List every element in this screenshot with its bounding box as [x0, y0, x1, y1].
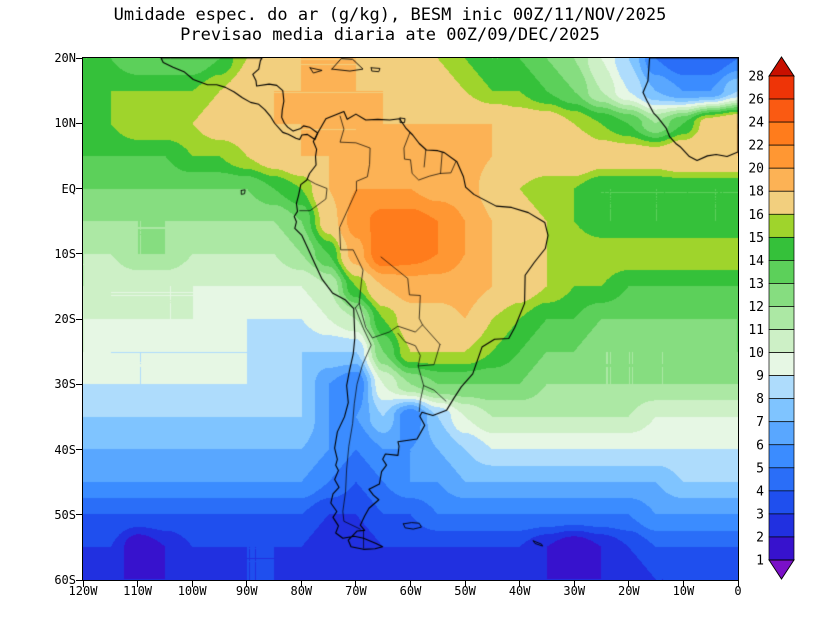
chart-title: Umidade espec. do ar (g/kg), BESM inic 0… [113, 5, 667, 25]
lon-tick-label: 110W [123, 584, 153, 598]
lon-tick-mark [137, 581, 139, 587]
colorbar-segment [768, 236, 795, 261]
colorbar-segment [768, 98, 795, 123]
colorbar-segment [768, 213, 795, 238]
colorbar-segment [768, 490, 795, 515]
colorbar-segment [768, 329, 795, 353]
colorbar-segment [768, 421, 795, 446]
colorbar-arrow-down [768, 559, 795, 580]
lon-tick-mark [82, 581, 84, 587]
colorbar-label: 11 [748, 323, 764, 338]
colorbar-label: 7 [756, 415, 764, 430]
lon-tick-label: 10W [672, 584, 695, 598]
lon-tick-label: 40W [508, 584, 531, 598]
colorbar-label: 13 [748, 277, 764, 292]
chart-subtitle: Previsao media diaria ate 00Z/09/DEC/202… [180, 25, 600, 45]
colorbar-segment [768, 121, 795, 146]
colorbar-segment [768, 513, 795, 538]
colorbar-label: 2 [756, 530, 764, 545]
lon-tick-label: 60W [399, 584, 422, 598]
colorbar-segment [768, 260, 795, 284]
colorbar-label: 9 [756, 369, 764, 384]
lon-tick-label: 20W [617, 584, 640, 598]
lat-tick-label: 50S [54, 507, 76, 522]
lon-tick-mark [628, 581, 630, 587]
map-canvas [82, 57, 739, 581]
colorbar-label: 28 [748, 70, 764, 85]
lon-tick-mark [519, 581, 521, 587]
colorbar-segment [768, 144, 795, 169]
lon-tick-label: 100W [177, 584, 207, 598]
colorbar-label: 16 [748, 208, 764, 223]
lon-tick-mark [682, 581, 684, 587]
colorbar-segment [768, 75, 795, 100]
lat-tick-label: 30S [54, 377, 76, 392]
colorbar-label: 6 [756, 438, 764, 453]
lon-tick-mark [300, 581, 302, 587]
colorbar-label: 22 [748, 139, 764, 154]
colorbar: 28 26 24 22 20 18 16 15 14 13 12 11 10 9 8 7 6 5 4 3 2 1 [733, 54, 825, 602]
lat-tick-label: 20N [54, 51, 76, 65]
lat-tick-label: 10S [54, 246, 76, 261]
lat-tick-label: 60S [54, 573, 76, 587]
lon-tick-label: 50W [454, 584, 476, 598]
colorbar-segment [768, 306, 795, 330]
colorbar-label: 4 [756, 484, 764, 499]
colorbar-label: 24 [748, 116, 764, 131]
lon-tick-label: 30W [563, 584, 586, 598]
lon-tick-mark [355, 581, 357, 587]
colorbar-label: 20 [748, 162, 764, 177]
lon-tick-label: 90W [235, 584, 258, 598]
colorbar-label: 18 [748, 185, 764, 200]
colorbar-arrow-up [768, 56, 795, 77]
colorbar-segment [768, 167, 795, 192]
colorbar-segment [768, 352, 795, 376]
colorbar-label: 1 [756, 554, 764, 569]
colorbar-segment [768, 283, 795, 307]
lon-tick-label: 80W [290, 584, 313, 598]
colorbar-label: 26 [748, 93, 764, 108]
colorbar-label: 14 [748, 254, 764, 269]
colorbar-segment [768, 444, 795, 469]
lon-tick-label: 120W [68, 584, 98, 598]
lat-tick-label: EQ [61, 181, 76, 196]
lon-tick-mark [410, 581, 411, 587]
colorbar-segment [768, 190, 795, 215]
colorbar-label: 3 [756, 507, 764, 522]
colorbar-segment [768, 398, 795, 423]
colorbar-label: 5 [756, 461, 764, 476]
colorbar-segment [768, 467, 795, 492]
colorbar-segment [768, 536, 795, 561]
lon-tick-mark [573, 581, 575, 587]
lat-tick-label: 20S [54, 312, 76, 326]
lat-tick-label: 10N [54, 116, 76, 131]
lon-tick-label: 70W [345, 584, 367, 598]
colorbar-label: 10 [748, 346, 764, 361]
lat-tick-label: 40S [54, 442, 76, 457]
lon-tick-mark [464, 581, 466, 587]
colorbar-label: 8 [756, 392, 764, 407]
lon-tick-mark [246, 581, 248, 587]
colorbar-svg: 28 26 24 22 20 18 16 15 14 13 12 11 10 9 8 7 6 5 4 3 2 1 [748, 56, 795, 580]
colorbar-segment [768, 375, 795, 400]
colorbar-label: 15 [748, 231, 764, 246]
lon-tick-mark [191, 581, 193, 587]
colorbar-label: 12 [748, 300, 764, 315]
